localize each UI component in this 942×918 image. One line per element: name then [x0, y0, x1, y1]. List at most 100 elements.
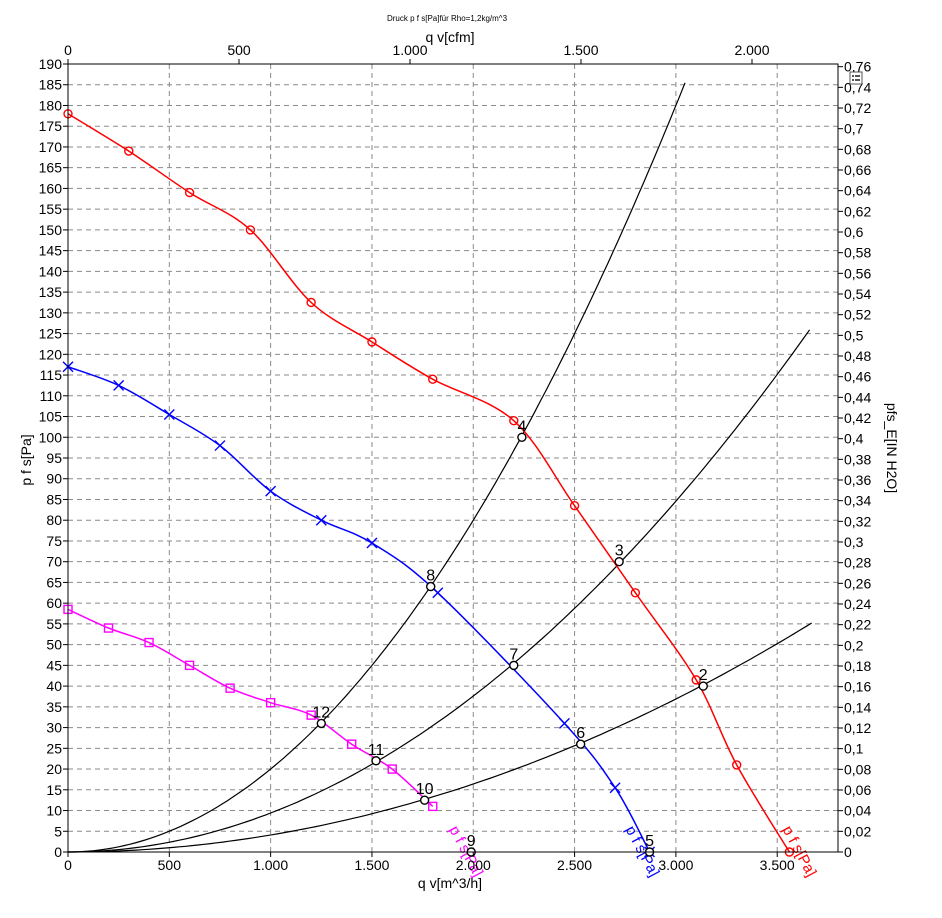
y2-tick-label: 0,4 [844, 431, 864, 447]
fan-curve-line [67, 366, 651, 853]
y-tick-label: 55 [46, 616, 62, 632]
x-tick-label: 3.000 [658, 857, 693, 873]
y-tick-label: 5 [54, 823, 62, 839]
y-tick-label: 50 [46, 637, 62, 653]
system-curve [68, 329, 811, 853]
x2-tick-label: 0 [64, 42, 72, 58]
data-point-circle [509, 415, 519, 426]
y-tick-label: 165 [39, 160, 63, 176]
y2-tick-label: 0,24 [844, 596, 871, 612]
y2-tick-label: 0,46 [844, 369, 871, 385]
x-tick-label: 500 [158, 857, 182, 873]
bottom-axis-title: q v[m^3/h] [418, 875, 482, 891]
y2-tick-label: 0,02 [844, 823, 871, 839]
data-point-square [265, 697, 276, 708]
legend-icon[interactable] [849, 71, 863, 85]
y2-tick-label: 0,3 [844, 534, 864, 550]
y2-tick-label: 0,6 [844, 224, 864, 240]
y-tick-label: 150 [39, 222, 63, 238]
y2-tick-label: 0,38 [844, 451, 871, 467]
x2-tick-label: 1.500 [563, 42, 598, 58]
y2-tick-label: 0,2 [844, 637, 864, 653]
y2-tick-label: 0,1 [844, 741, 864, 757]
x-tick-label: 1.500 [354, 857, 389, 873]
y-tick-label: 180 [39, 97, 63, 113]
y2-tick-label: 0,08 [844, 761, 871, 777]
operating-point-label: 10 [416, 781, 434, 798]
data-point-square [346, 739, 357, 749]
operating-point [419, 795, 430, 805]
data-point-x [432, 587, 444, 599]
operating-point [371, 756, 381, 766]
y-tick-label: 125 [39, 326, 63, 342]
system-curve [68, 622, 813, 853]
data-point-x [366, 537, 378, 549]
x-tick-label: 1.000 [253, 857, 288, 873]
y2-tick-label: 0,52 [844, 307, 871, 323]
operating-point-label: 4 [517, 418, 526, 435]
data-point-circle [184, 187, 195, 198]
y-tick-label: 100 [39, 429, 63, 445]
y-tick-label: 185 [39, 77, 63, 93]
y-tick-label: 145 [39, 243, 63, 259]
y2-tick-label: 0,26 [844, 575, 871, 591]
y2-tick-label: 0,18 [844, 658, 871, 674]
system-curve [67, 82, 686, 853]
data-point-square [387, 764, 397, 774]
data-point-square [184, 660, 195, 671]
y-tick-label: 40 [46, 678, 62, 694]
y-tick-label: 95 [46, 450, 62, 466]
data-point-square [225, 683, 235, 693]
operating-point-label: 3 [615, 543, 624, 560]
y-tick-label: 25 [46, 740, 62, 756]
y-tick-label: 75 [46, 533, 62, 549]
y2-tick-label: 0,04 [844, 803, 871, 819]
y2-tick-label: 0,28 [844, 555, 871, 571]
y2-tick-label: 0,54 [844, 286, 871, 302]
top-axis-title: q v[cfm] [425, 29, 474, 45]
data-point-x [113, 379, 125, 391]
operating-point [509, 660, 519, 671]
y2-tick-label: 0,62 [844, 203, 871, 219]
y-tick-label: 155 [39, 201, 63, 217]
y-tick-label: 135 [39, 284, 63, 300]
data-point-circle [630, 588, 641, 598]
y2-tick-label: 0,64 [844, 183, 871, 199]
x-tick-label: 3.500 [760, 857, 795, 873]
y-tick-label: 60 [46, 595, 62, 611]
left-axis-title: p f s[Pa] [18, 434, 34, 485]
data-point-x [558, 717, 570, 729]
data-point-circle [731, 760, 742, 770]
data-point-square [144, 637, 154, 648]
y-tick-label: 45 [46, 657, 62, 673]
data-point-x [163, 408, 175, 420]
y2-tick-label: 0,44 [844, 389, 871, 405]
data-point-circle [124, 146, 134, 156]
y2-tick-label: 0,72 [844, 100, 871, 116]
y-tick-label: 130 [39, 305, 63, 321]
data-point-circle [569, 500, 580, 511]
operating-points: 2 3 4 5 6 7 8 9 10 11 12 [312, 418, 708, 857]
y2-tick-label: 0,12 [844, 720, 871, 736]
y2-tick-label: 0,34 [844, 493, 871, 509]
y2-tick-label: 0,42 [844, 410, 871, 426]
y-tick-label: 160 [39, 180, 63, 196]
y-tick-label: 110 [40, 388, 63, 404]
y2-tick-label: 0,68 [844, 141, 871, 157]
y-tick-label: 175 [39, 118, 63, 134]
operating-point-label: 7 [509, 646, 518, 663]
y-tick-label: 115 [40, 367, 63, 383]
y-tick-label: 15 [46, 782, 62, 798]
y2-tick-label: 0,36 [844, 472, 871, 488]
operating-point-label: 6 [576, 725, 585, 742]
x2-tick-label: 2.000 [734, 42, 769, 58]
operating-point-label: 12 [312, 704, 330, 721]
x-tick-label: 2.000 [456, 857, 491, 873]
y-tick-label: 65 [46, 574, 62, 590]
chart-title: Druck p f s[Pa]für Rho=1,2kg/m^3 [387, 14, 508, 23]
data-point-x [265, 485, 277, 497]
fan-curve-line [67, 608, 434, 807]
data-point-x [315, 514, 327, 526]
